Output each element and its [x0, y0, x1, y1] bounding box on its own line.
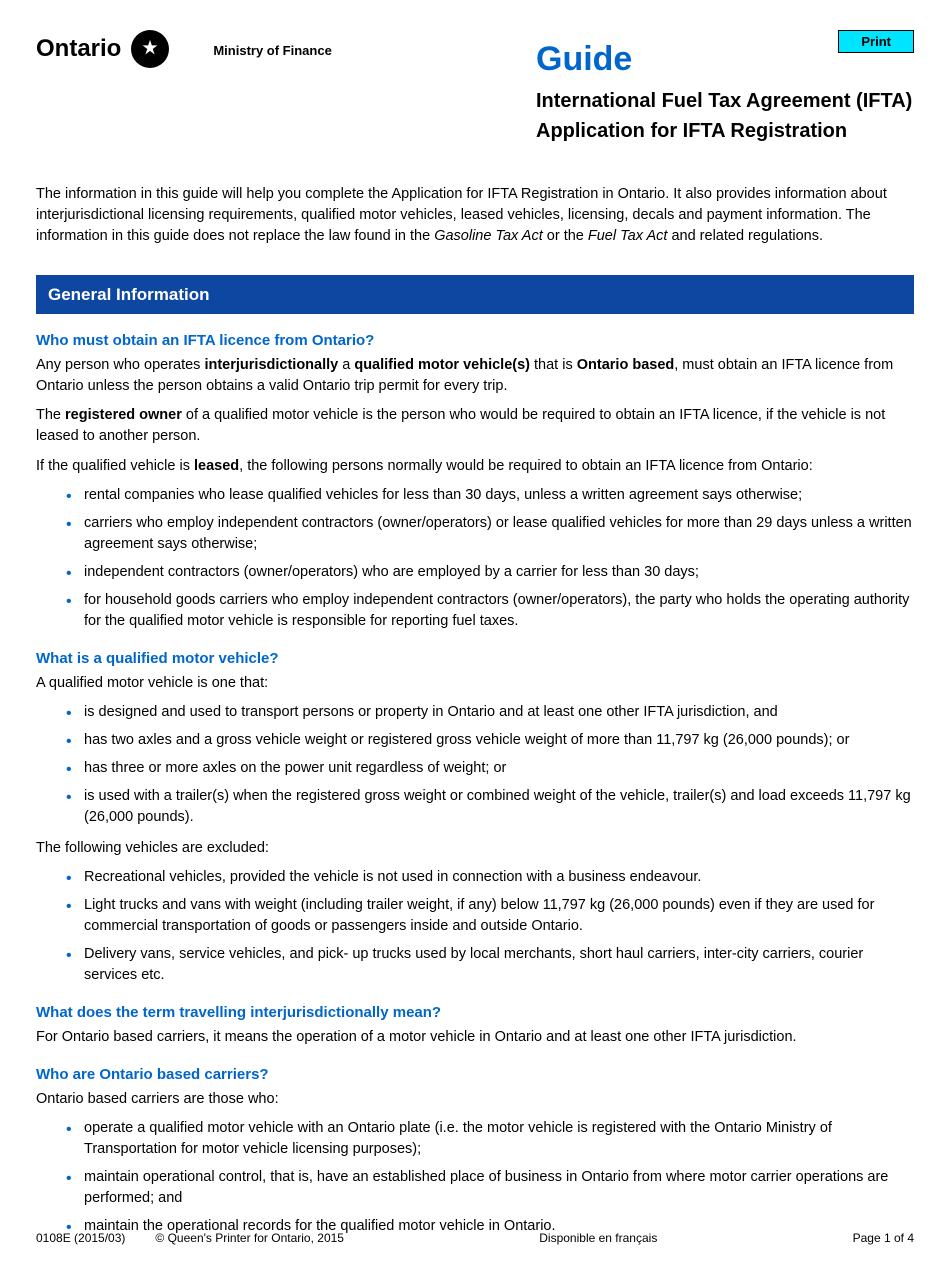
subtitle-line-1: International Fuel Tax Agreement (IFTA) [536, 88, 914, 114]
question-heading: What does the term travelling interjuris… [36, 1002, 914, 1023]
subtitle-line-2: Application for IFTA Registration [536, 118, 914, 144]
bold-text: interjurisdictionally [204, 357, 338, 373]
intro-text: or the [543, 228, 588, 244]
list-item: has three or more axles on the power uni… [84, 758, 914, 779]
body-paragraph: Ontario based carriers are those who: [36, 1089, 914, 1110]
ontario-logo: Ontario [36, 30, 169, 68]
form-id: 0108E (2015/03) [36, 1230, 125, 1247]
body-paragraph: Any person who operates interjurisdictio… [36, 355, 914, 397]
text: The [36, 407, 65, 423]
logo-text: Ontario [36, 32, 121, 66]
question-heading: What is a qualified motor vehicle? [36, 648, 914, 669]
intro-paragraph: The information in this guide will help … [36, 184, 914, 247]
list-item: maintain operational control, that is, h… [84, 1167, 914, 1209]
list-item: Delivery vans, service vehicles, and pic… [84, 944, 914, 986]
list-item: independent contractors (owner/operators… [84, 562, 914, 583]
print-button[interactable]: Print [838, 30, 914, 53]
text: that is [530, 357, 577, 373]
act-name-1: Gasoline Tax Act [434, 228, 543, 244]
section-banner: General Information [36, 275, 914, 315]
body-paragraph: The registered owner of a qualified moto… [36, 405, 914, 447]
act-name-2: Fuel Tax Act [588, 228, 668, 244]
list-item: Light trucks and vans with weight (inclu… [84, 895, 914, 937]
bold-text: leased [194, 458, 239, 474]
trillium-icon [131, 30, 169, 68]
text: If the qualified vehicle is [36, 458, 194, 474]
page-number: Page 1 of 4 [853, 1230, 914, 1247]
footer: 0108E (2015/03) © Queen's Printer for On… [36, 1230, 914, 1247]
bullet-list: operate a qualified motor vehicle with a… [36, 1118, 914, 1237]
list-item: for household goods carriers who employ … [84, 590, 914, 632]
body-paragraph: If the qualified vehicle is leased, the … [36, 456, 914, 477]
intro-text: and related regulations. [667, 228, 823, 244]
french-available: Disponible en français [539, 1230, 657, 1247]
body-paragraph: For Ontario based carriers, it means the… [36, 1027, 914, 1048]
list-item: Recreational vehicles, provided the vehi… [84, 867, 914, 888]
bullet-list: Recreational vehicles, provided the vehi… [36, 867, 914, 986]
list-item: is used with a trailer(s) when the regis… [84, 786, 914, 828]
bold-text: registered owner [65, 407, 182, 423]
list-item: carriers who employ independent contract… [84, 513, 914, 555]
body-paragraph: A qualified motor vehicle is one that: [36, 673, 914, 694]
copyright: © Queen's Printer for Ontario, 2015 [155, 1230, 344, 1247]
bold-text: qualified motor vehicle(s) [354, 357, 530, 373]
bullet-list: is designed and used to transport person… [36, 702, 914, 828]
question-heading: Who are Ontario based carriers? [36, 1064, 914, 1085]
list-item: is designed and used to transport person… [84, 702, 914, 723]
list-item: rental companies who lease qualified veh… [84, 485, 914, 506]
text: a [338, 357, 354, 373]
body-paragraph: The following vehicles are excluded: [36, 838, 914, 859]
question-heading: Who must obtain an IFTA licence from Ont… [36, 330, 914, 351]
bold-text: Ontario based [577, 357, 675, 373]
bullet-list: rental companies who lease qualified veh… [36, 485, 914, 632]
list-item: has two axles and a gross vehicle weight… [84, 730, 914, 751]
text: , the following persons normally would b… [239, 458, 813, 474]
list-item: operate a qualified motor vehicle with a… [84, 1118, 914, 1160]
text: Any person who operates [36, 357, 204, 373]
ministry-label: Ministry of Finance [213, 42, 331, 60]
